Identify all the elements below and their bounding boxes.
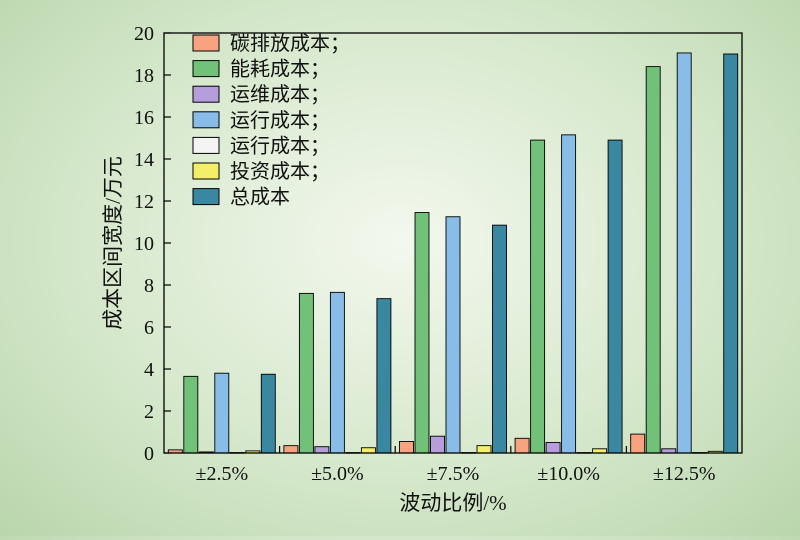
- y-tick-label: 8: [144, 275, 154, 297]
- y-tick-label: 12: [134, 191, 154, 213]
- legend-label: 运维成本；: [230, 83, 330, 106]
- legend-swatch: [192, 162, 220, 180]
- y-axis: 0 2 4 6 8 10 12 14 16 18 20: [134, 23, 171, 465]
- bar-series-3-±7.5%: [445, 216, 461, 454]
- y-tick-label: 6: [144, 317, 154, 339]
- legend-swatch: [192, 136, 220, 154]
- bar-series-2-±10.0%: [545, 442, 561, 454]
- legend-label: 运行成本；: [230, 134, 330, 157]
- legend-label: 投资成本；: [230, 160, 330, 183]
- bar-series-1-±10.0%: [530, 139, 546, 454]
- y-tick-label: 20: [134, 23, 154, 45]
- bar-series-2-±7.5%: [430, 435, 445, 454]
- x-tick-label: ±5.0%: [311, 463, 364, 485]
- bar-series-6-±12.5%: [723, 53, 739, 454]
- bar-series-1-±2.5%: [183, 375, 199, 454]
- y-tick-label: 10: [134, 233, 154, 255]
- bar-series-1-±7.5%: [414, 212, 430, 454]
- bar-series-1-±5.0%: [298, 292, 314, 454]
- y-tick-label: 14: [134, 149, 154, 171]
- y-tick-label: 18: [134, 65, 154, 87]
- bar-series-3-±12.5%: [676, 52, 692, 454]
- bar-series-6-±10.0%: [607, 139, 623, 454]
- bar-series-0-±5.0%: [283, 445, 299, 454]
- y-tick-label: 4: [144, 359, 154, 381]
- x-tick-label: ±12.5%: [653, 463, 716, 485]
- bar-series-6-±7.5%: [492, 224, 507, 454]
- bar-series-5-±5.0%: [360, 447, 376, 454]
- legend-swatch: [192, 111, 220, 129]
- bar-series-6-±2.5%: [260, 373, 276, 454]
- bar-series-1-±12.5%: [645, 66, 661, 454]
- bar-series-0-±7.5%: [399, 441, 414, 454]
- y-tick-label: 16: [134, 107, 154, 129]
- x-axis-label: 波动比例/%: [399, 491, 506, 515]
- bar-series-2-±5.0%: [314, 446, 330, 454]
- legend-swatch: [192, 188, 220, 206]
- x-tick-label: ±10.0%: [537, 463, 600, 485]
- x-tick-label: ±2.5%: [195, 463, 248, 485]
- bar-series-6-±5.0%: [376, 298, 392, 454]
- legend-swatch: [192, 60, 220, 78]
- bar-series-0-±10.0%: [514, 437, 530, 454]
- legend-swatch: [192, 34, 220, 52]
- bar-series-3-±5.0%: [329, 291, 345, 454]
- x-axis: ±2.5% ±5.0% ±7.5% ±10.0% ±12.5%: [195, 446, 716, 485]
- y-axis-label: 成本区间宽度/万元: [101, 156, 125, 330]
- bar-series-3-±2.5%: [214, 372, 230, 454]
- y-tick-label: 0: [144, 443, 154, 465]
- legend-label: 总成本: [230, 186, 290, 209]
- legend-label: 能耗成本；: [230, 58, 330, 81]
- bar-series-0-±12.5%: [630, 433, 646, 454]
- legend-label: 碳排放成本；: [230, 32, 350, 55]
- legend: 碳排放成本； 能耗成本；运维成本； 运行成本；运行成本； 投资成本； 总成本: [192, 32, 350, 209]
- bar-series-3-±10.0%: [561, 134, 577, 454]
- bar-series-5-±7.5%: [476, 445, 492, 454]
- x-tick-label: ±7.5%: [427, 463, 480, 485]
- y-tick-label: 2: [144, 401, 154, 423]
- legend-label: 运行成本；: [230, 109, 330, 132]
- legend-swatch: [192, 85, 220, 103]
